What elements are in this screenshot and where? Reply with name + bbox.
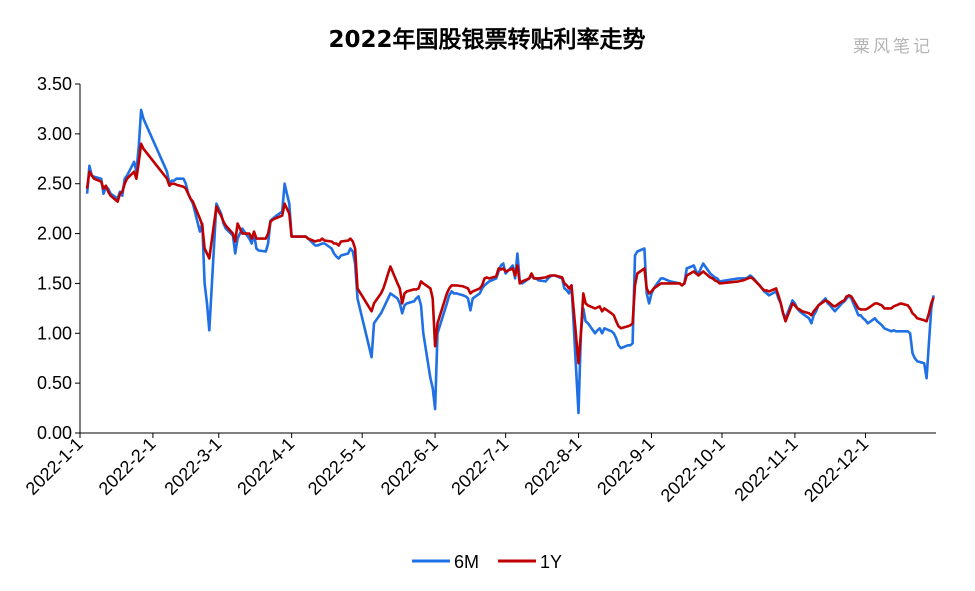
x-tick-label: 2022-4-1 bbox=[233, 434, 298, 499]
x-tick-label: 2022-11-1 bbox=[730, 434, 801, 505]
plot-area bbox=[85, 108, 935, 415]
x-tick-label: 2022-6-1 bbox=[377, 434, 442, 499]
x-tick-label: 2022-3-1 bbox=[160, 434, 225, 499]
x-tick-label: 2022-10-1 bbox=[657, 434, 729, 506]
chart-title: 2022年国股银票转贴利率走势 bbox=[328, 26, 645, 53]
y-tick-label: 0.50 bbox=[37, 373, 72, 393]
series-line-6m bbox=[85, 108, 935, 415]
watermark: 粟风笔记 bbox=[853, 37, 933, 57]
legend-label-1y: 1Y bbox=[540, 552, 562, 572]
y-axis: 0.00 0.50 1.00 1.50 2.00 2.50 3.00 3.50 bbox=[37, 74, 81, 443]
y-tick-label: 2.50 bbox=[37, 174, 72, 194]
x-tick-label: 2022-12-1 bbox=[800, 434, 872, 506]
series-line-1y bbox=[85, 142, 935, 365]
y-tick-label: 2.00 bbox=[37, 224, 72, 244]
legend: 6M 1Y bbox=[412, 552, 562, 572]
y-tick-label: 3.00 bbox=[37, 124, 72, 144]
x-tick-label: 2022-2-1 bbox=[95, 434, 160, 499]
x-tick-label: 2022-1-1 bbox=[22, 434, 87, 499]
y-tick-label: 1.50 bbox=[37, 273, 72, 293]
x-axis: 2022-1-1 2022-2-1 2022-3-1 2022-4-1 2022-5-1… bbox=[22, 432, 936, 506]
x-tick-label: 2022-9-1 bbox=[593, 434, 658, 499]
y-tick-label: 3.50 bbox=[37, 74, 72, 94]
y-tick-label: 0.00 bbox=[37, 423, 72, 443]
y-tick-label: 1.00 bbox=[37, 323, 72, 343]
x-tick-label: 2022-5-1 bbox=[304, 434, 369, 499]
x-tick-label: 2022-8-1 bbox=[520, 434, 585, 499]
x-tick-label: 2022-7-1 bbox=[447, 434, 512, 499]
legend-label-6m: 6M bbox=[454, 552, 479, 572]
